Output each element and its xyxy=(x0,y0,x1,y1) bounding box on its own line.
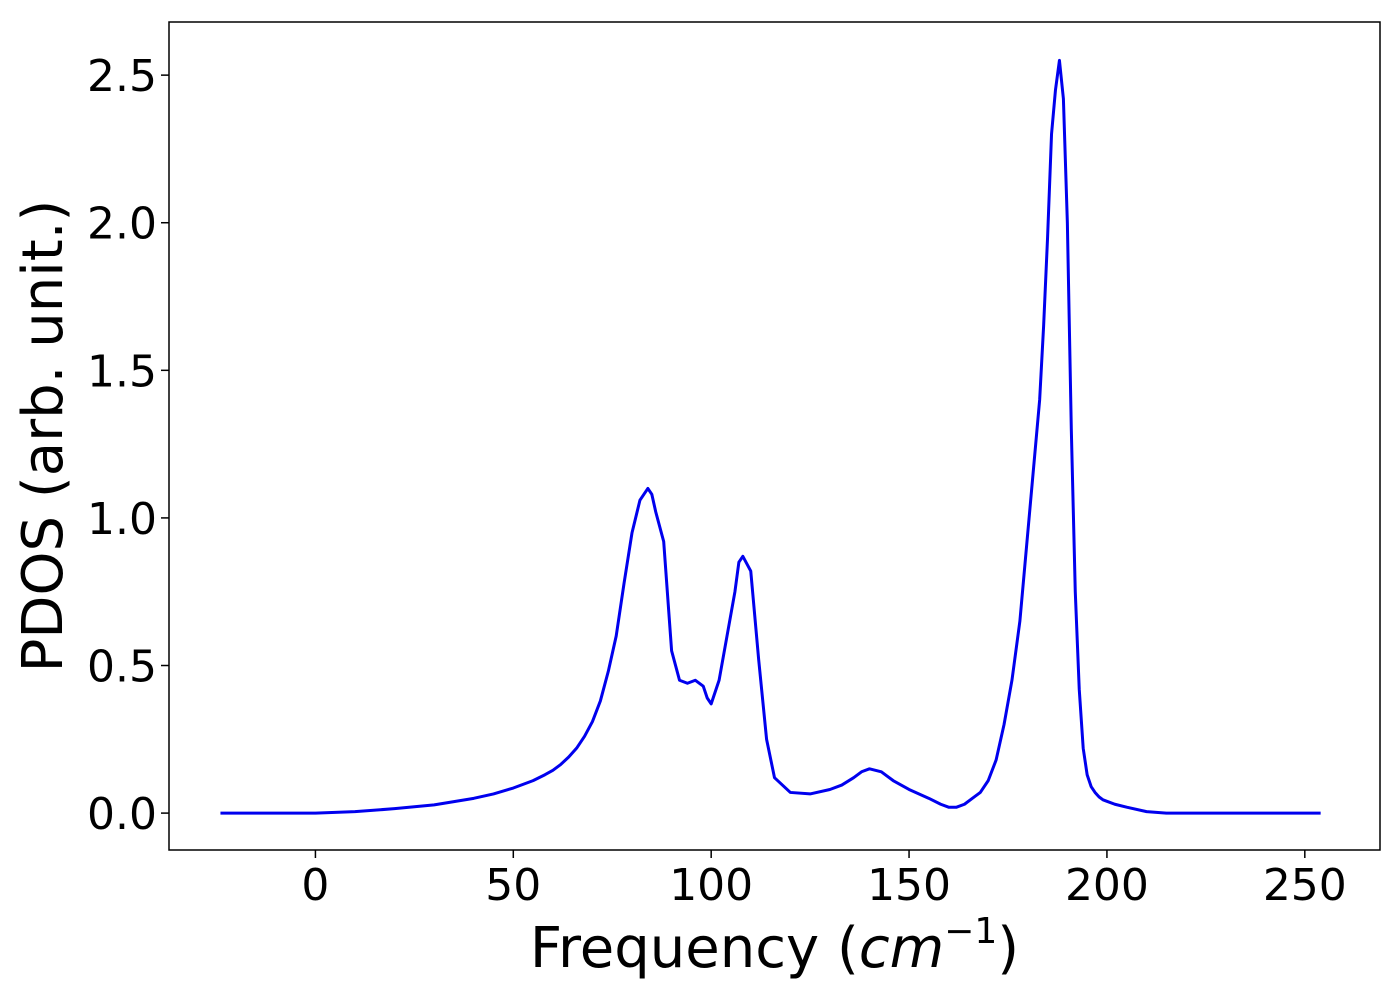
plot-frame xyxy=(168,21,1381,851)
y-tick-label: 2.5 xyxy=(87,51,157,102)
x-axis-label-prefix: Frequency ( xyxy=(530,916,859,981)
x-axis-label: Frequency (cm−1) xyxy=(530,911,1019,981)
x-tick-label: 0 xyxy=(301,860,329,911)
y-tick-label: 1.0 xyxy=(87,494,157,545)
x-tick-label: 150 xyxy=(867,860,951,911)
plot-area xyxy=(168,21,1381,851)
y-axis-ticks: 0.0 0.5 1.0 1.5 2.0 2.5 xyxy=(87,51,169,840)
x-tick-label: 200 xyxy=(1065,860,1149,911)
x-tick-label: 50 xyxy=(485,860,541,911)
x-axis-label-suffix: ) xyxy=(997,916,1019,981)
y-tick-label: 0.0 xyxy=(87,789,157,840)
y-tick-label: 2.0 xyxy=(87,199,157,250)
x-axis-label-math: cm xyxy=(859,916,944,981)
x-axis-label-superscript: −1 xyxy=(944,911,997,952)
y-tick-label: 0.5 xyxy=(87,642,157,693)
y-axis-label: PDOS (arb. unit.) xyxy=(11,200,76,673)
x-axis-ticks: 0 50 100 150 200 250 xyxy=(301,850,1347,911)
series-layer xyxy=(220,58,1321,815)
x-tick-label: 100 xyxy=(669,860,753,911)
x-tick-label: 250 xyxy=(1263,860,1347,911)
series-line-0 xyxy=(220,58,1321,815)
y-tick-label: 1.5 xyxy=(87,346,157,397)
